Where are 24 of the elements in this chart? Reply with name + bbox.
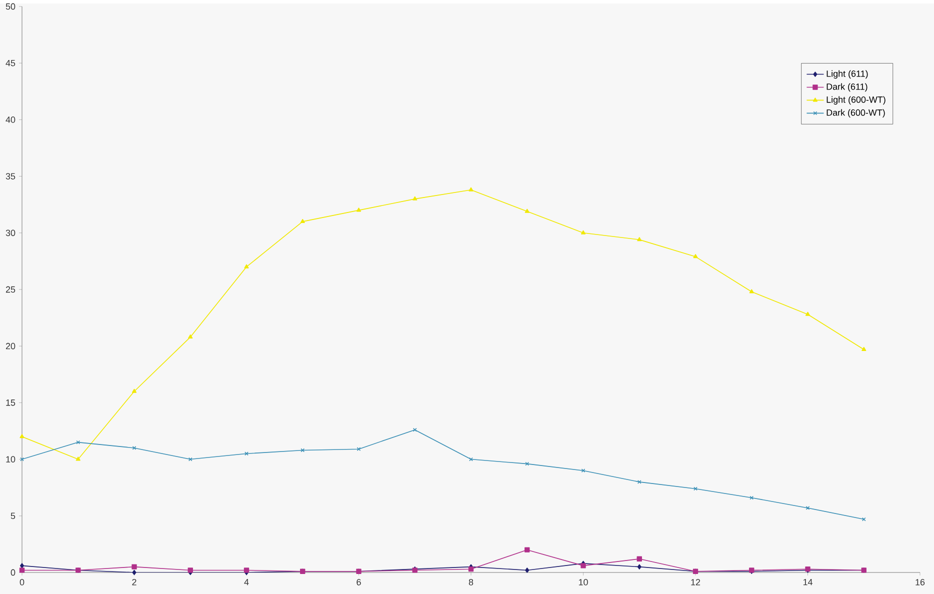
legend-label: Light (611) bbox=[826, 70, 868, 78]
x-tick-label: 14 bbox=[803, 578, 812, 585]
y-tick-label: 5 bbox=[10, 512, 16, 519]
legend-label: Dark (611) bbox=[826, 83, 868, 92]
x-tick-label: 0 bbox=[20, 578, 24, 586]
x-tick-label: 16 bbox=[916, 578, 925, 586]
y-tick-label: 0 bbox=[10, 569, 16, 576]
y-tick-label: 15 bbox=[6, 399, 16, 406]
y-tick-label: 20 bbox=[6, 342, 16, 350]
y-tick-label: 30 bbox=[6, 229, 16, 236]
y-tick-label: 10 bbox=[6, 456, 16, 462]
y-tick-label: 40 bbox=[6, 116, 16, 123]
x-tick-label: 12 bbox=[691, 578, 700, 586]
y-tick-label: 35 bbox=[6, 172, 16, 180]
x-tick-label: 6 bbox=[356, 578, 361, 586]
y-tick-label: 45 bbox=[6, 60, 16, 66]
legend-label: Light (600-WT) bbox=[826, 96, 886, 104]
legend-label: Dark (600-WT) bbox=[826, 108, 885, 118]
y-tick-label: 50 bbox=[6, 3, 16, 10]
x-tick-label: 2 bbox=[132, 578, 136, 586]
x-tick-label: 4 bbox=[244, 578, 249, 585]
x-tick-label: 10 bbox=[578, 578, 588, 586]
x-tick-label: 8 bbox=[468, 578, 474, 586]
y-tick-label: 25 bbox=[6, 286, 16, 292]
